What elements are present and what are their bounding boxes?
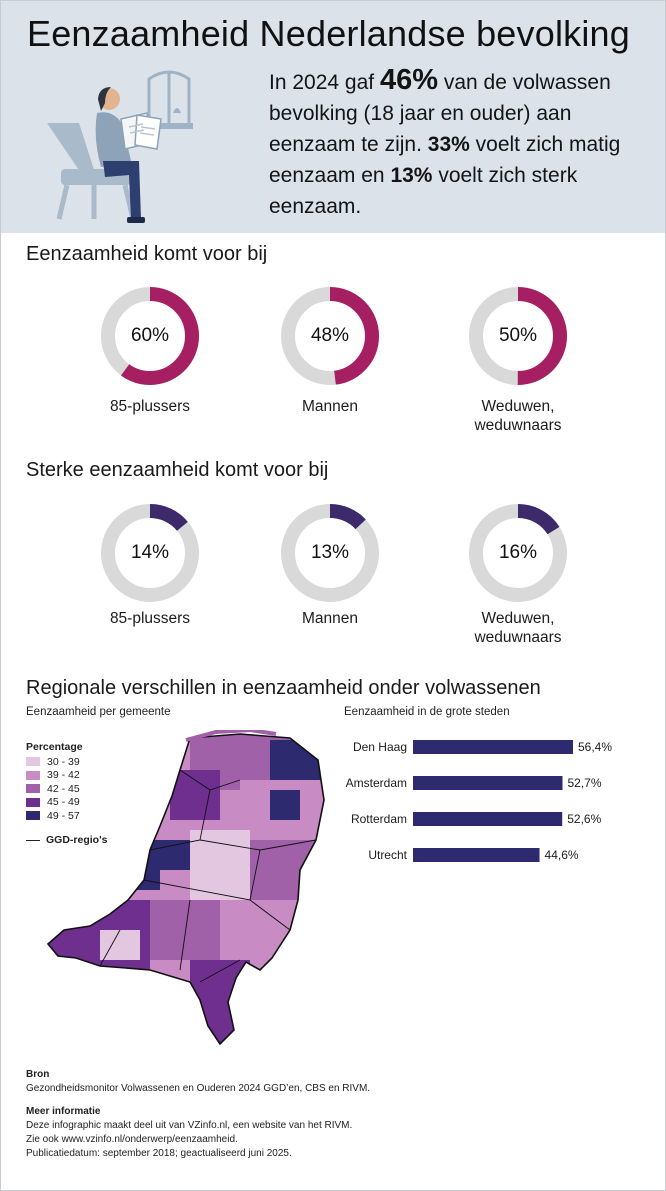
bar xyxy=(413,812,563,826)
donut-arc xyxy=(101,287,199,385)
legend-swatch xyxy=(26,797,40,807)
bar-category-label: Rotterdam xyxy=(351,812,407,826)
footer-source: Bron Gezondheidsmonitor Volwassenen en O… xyxy=(26,1068,370,1096)
source-text: Gezondheidsmonitor Volwassenen en Oudere… xyxy=(26,1083,371,1094)
info-line: Publicatiedatum: september 2018; geactua… xyxy=(26,1148,292,1159)
donut-loneliness-85plus: 60% xyxy=(98,284,202,388)
map-subtitle: Eenzaamheid per gemeente xyxy=(26,706,171,718)
donut-strong-widowed: 16% xyxy=(466,501,570,605)
bar-category-label: Amsterdam xyxy=(346,776,407,790)
legend-swatch xyxy=(26,757,40,767)
legend-label: 45 - 49 xyxy=(47,796,80,809)
donut-arc xyxy=(101,504,199,602)
intro-mid1: van de volwassen bevolking (18 jaar en o… xyxy=(269,71,611,156)
legend-ggd-regions: GGD-regio's xyxy=(26,834,107,846)
legend-label: GGD-regio's xyxy=(46,834,108,846)
legend-label: 42 - 45 xyxy=(47,782,80,795)
footer-info: Meer informatie Deze infographic maakt d… xyxy=(26,1105,352,1161)
loneliness-section-title: Eenzaamheid komt voor bij xyxy=(26,243,268,265)
donut-percentage: 16% xyxy=(498,542,538,563)
donut-strong-85plus: 14% xyxy=(98,501,202,605)
bar xyxy=(413,776,563,790)
bar-category-label: Utrecht xyxy=(368,848,407,862)
donut-percentage: 60% xyxy=(130,325,170,346)
donut-chart xyxy=(101,287,199,385)
donut-chart xyxy=(101,504,199,602)
donut-percentage: 14% xyxy=(130,542,170,563)
legend-swatch xyxy=(26,784,40,794)
intro-end: voelt zich sterk eenzaam. xyxy=(269,164,578,218)
donut-percentage: 13% xyxy=(310,542,350,563)
info-line: Zie ook www.vzinfo.nl/onderwerp/eenzaamh… xyxy=(26,1134,238,1145)
donut-chart xyxy=(469,504,567,602)
bar-value-label: 52,6% xyxy=(567,812,601,826)
bar xyxy=(413,740,573,754)
bar-value-label: 44,6% xyxy=(545,848,579,862)
donut-arc xyxy=(469,504,567,602)
map-legend: Percentage 30 - 39 39 - 42 42 - 45 45 - … xyxy=(26,741,83,823)
info-line: Deze infographic maakt deel uit van VZin… xyxy=(26,1120,353,1131)
donut-chart xyxy=(281,504,379,602)
header-panel: Eenzaamheid Nederlandse bevolking In 202… xyxy=(1,1,665,233)
legend-item: 49 - 57 xyxy=(26,809,83,823)
legend-swatch xyxy=(26,770,40,780)
donut-label: Mannen xyxy=(301,398,358,415)
donut-label: Weduwen, weduwnaars xyxy=(474,610,562,646)
legend-item: 39 - 42 xyxy=(26,769,83,783)
donut-label: Weduwen, weduwnaars xyxy=(474,398,562,434)
donut-label: 85-plussers xyxy=(109,398,191,415)
donut-arc xyxy=(281,504,379,602)
info-heading: Meer informatie xyxy=(26,1106,101,1117)
legend-label: 49 - 57 xyxy=(47,809,80,822)
intro-strong-percentage: 13% xyxy=(390,164,433,187)
legend-item: 42 - 45 xyxy=(26,782,83,796)
cities-chart-title: Eenzaamheid in de grote steden xyxy=(344,706,510,718)
intro-mid2: voelt zich matig eenzaam en xyxy=(269,133,621,187)
bar xyxy=(413,848,540,862)
source-heading: Bron xyxy=(26,1069,50,1080)
intro-text: In 2024 gaf 46% van de volwassen bevolki… xyxy=(269,65,659,222)
donut-loneliness-men: 48% xyxy=(278,284,382,388)
legend-item: 30 - 39 xyxy=(26,755,83,769)
bar-value-label: 52,7% xyxy=(568,776,602,790)
strong-loneliness-section-title: Sterke eenzaamheid komt voor bij xyxy=(26,459,329,481)
legend-label: 30 - 39 xyxy=(47,755,80,768)
donut-chart xyxy=(469,287,567,385)
donut-label: Mannen xyxy=(301,610,358,627)
legend-label: 39 - 42 xyxy=(47,769,80,782)
intro-moderate-percentage: 33% xyxy=(427,133,470,156)
bar-value-label: 56,4% xyxy=(578,740,612,754)
intro-pre: In 2024 gaf xyxy=(269,71,375,94)
cities-bar-chart: Den Haag 56,4% Amsterdam 52,7% Rotterdam 52,6… xyxy=(346,740,612,862)
donut-arc xyxy=(281,287,379,385)
intro-total-percentage: 46% xyxy=(379,64,438,96)
reading-person-illustration xyxy=(47,70,193,223)
legend-title: Percentage xyxy=(26,741,83,753)
bar-category-label: Den Haag xyxy=(353,740,407,754)
donut-loneliness-widowed: 50% xyxy=(466,284,570,388)
regional-section-title: Regionale verschillen in eenzaamheid ond… xyxy=(26,677,541,699)
donut-percentage: 48% xyxy=(310,325,350,346)
donut-strong-men: 13% xyxy=(278,501,382,605)
donut-percentage: 50% xyxy=(498,325,538,346)
page-title: Eenzaamheid Nederlandse bevolking xyxy=(27,13,630,54)
donut-arc xyxy=(469,287,567,385)
legend-swatch xyxy=(26,811,40,821)
donut-label: 85-plussers xyxy=(109,610,191,627)
donut-chart xyxy=(281,287,379,385)
ggd-line-symbol xyxy=(26,839,40,841)
legend-item: 45 - 49 xyxy=(26,796,83,810)
netherlands-municipality-map xyxy=(46,730,325,1046)
